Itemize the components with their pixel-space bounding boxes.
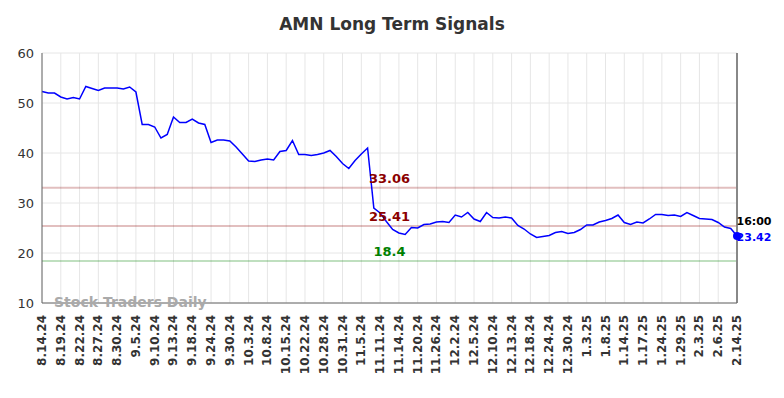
svg-text:50: 50 — [17, 96, 34, 111]
svg-text:11.5.24: 11.5.24 — [354, 315, 368, 366]
svg-text:12.5.24: 12.5.24 — [467, 315, 481, 366]
svg-text:8.30.24: 8.30.24 — [110, 315, 124, 366]
svg-text:9.13.24: 9.13.24 — [166, 315, 180, 366]
svg-text:12.30.24: 12.30.24 — [561, 315, 575, 374]
svg-text:10.8.24: 10.8.24 — [260, 315, 274, 366]
svg-text:1.8.25: 1.8.25 — [599, 315, 613, 358]
svg-text:2.6.25: 2.6.25 — [711, 315, 725, 358]
svg-text:12.18.24: 12.18.24 — [523, 315, 537, 374]
svg-text:1.14.25: 1.14.25 — [617, 315, 631, 366]
svg-text:1.17.25: 1.17.25 — [636, 315, 650, 366]
svg-text:1.29.25: 1.29.25 — [674, 315, 688, 366]
svg-text:2.3.25: 2.3.25 — [692, 315, 706, 358]
svg-text:1.24.25: 1.24.25 — [655, 315, 669, 366]
svg-text:40: 40 — [17, 146, 34, 161]
svg-text:30: 30 — [17, 196, 34, 211]
svg-text:8.27.24: 8.27.24 — [91, 315, 105, 366]
svg-text:9.10.24: 9.10.24 — [148, 315, 162, 366]
svg-text:9.30.24: 9.30.24 — [223, 315, 237, 366]
svg-text:9.5.24: 9.5.24 — [129, 315, 143, 358]
svg-text:8.14.24: 8.14.24 — [35, 315, 49, 366]
svg-text:10.22.24: 10.22.24 — [298, 315, 312, 374]
html-text:Stock Traders Daily: Stock Traders Daily — [54, 294, 207, 310]
svg-text:12.24.24: 12.24.24 — [542, 315, 556, 374]
svg-text:9.18.24: 9.18.24 — [185, 315, 199, 366]
svg-text:10.31.24: 10.31.24 — [336, 315, 350, 374]
svg-text:10.28.24: 10.28.24 — [317, 315, 331, 374]
svg-text:8.19.24: 8.19.24 — [54, 315, 68, 366]
svg-text:1.3.25: 1.3.25 — [580, 315, 594, 358]
svg-text:18.4: 18.4 — [373, 244, 405, 259]
svg-text:33.06: 33.06 — [369, 171, 410, 186]
svg-text:10: 10 — [17, 296, 34, 311]
svg-text:2.14.25: 2.14.25 — [730, 315, 744, 366]
svg-text:12.2.24: 12.2.24 — [448, 315, 462, 366]
svg-text:16:00: 16:00 — [736, 215, 771, 228]
svg-text:12.10.24: 12.10.24 — [486, 315, 500, 374]
svg-text:10.15.24: 10.15.24 — [279, 315, 293, 374]
svg-text:11.11.24: 11.11.24 — [373, 315, 387, 374]
html-text:AMN Long Term Signals: AMN Long Term Signals — [279, 14, 505, 34]
svg-text:25.41: 25.41 — [369, 209, 410, 224]
svg-text:8.22.24: 8.22.24 — [73, 315, 87, 366]
svg-text:10.3.24: 10.3.24 — [242, 315, 256, 366]
svg-text:23.42: 23.42 — [737, 231, 772, 244]
svg-text:11.14.24: 11.14.24 — [392, 315, 406, 374]
svg-text:12.13.24: 12.13.24 — [505, 315, 519, 374]
svg-text:20: 20 — [17, 246, 34, 261]
svg-text:60: 60 — [17, 46, 34, 61]
svg-text:11.20.24: 11.20.24 — [411, 315, 425, 374]
svg-text:11.26.24: 11.26.24 — [429, 315, 443, 374]
svg-text:9.24.24: 9.24.24 — [204, 315, 218, 366]
